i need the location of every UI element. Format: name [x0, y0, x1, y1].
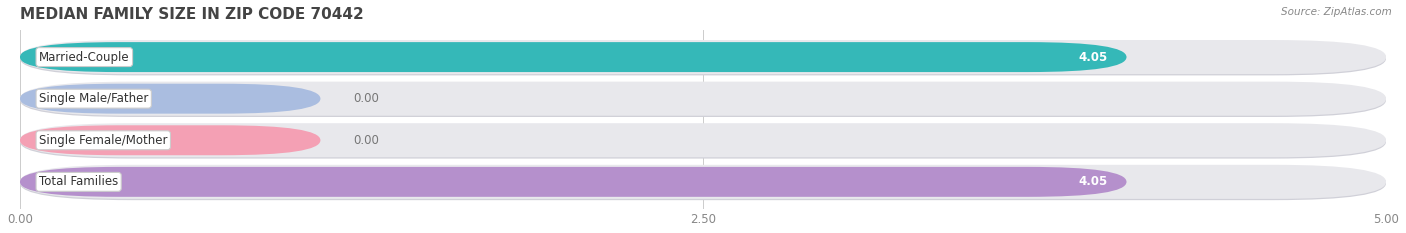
FancyBboxPatch shape	[20, 40, 1386, 74]
FancyBboxPatch shape	[20, 83, 1386, 117]
Text: Total Families: Total Families	[39, 175, 118, 188]
FancyBboxPatch shape	[20, 165, 1386, 199]
FancyBboxPatch shape	[20, 124, 1386, 159]
Text: 0.00: 0.00	[353, 92, 380, 105]
Text: Married-Couple: Married-Couple	[39, 51, 129, 64]
Text: 4.05: 4.05	[1078, 51, 1108, 64]
Text: 0.00: 0.00	[353, 134, 380, 147]
FancyBboxPatch shape	[20, 125, 321, 155]
FancyBboxPatch shape	[20, 123, 1386, 157]
FancyBboxPatch shape	[20, 82, 1386, 116]
FancyBboxPatch shape	[20, 166, 1386, 200]
FancyBboxPatch shape	[20, 167, 1126, 197]
FancyBboxPatch shape	[20, 41, 1386, 75]
Text: Single Male/Father: Single Male/Father	[39, 92, 149, 105]
Text: Single Female/Mother: Single Female/Mother	[39, 134, 167, 147]
Text: MEDIAN FAMILY SIZE IN ZIP CODE 70442: MEDIAN FAMILY SIZE IN ZIP CODE 70442	[20, 7, 364, 22]
FancyBboxPatch shape	[20, 84, 321, 114]
FancyBboxPatch shape	[20, 42, 1126, 72]
Text: 4.05: 4.05	[1078, 175, 1108, 188]
Text: Source: ZipAtlas.com: Source: ZipAtlas.com	[1281, 7, 1392, 17]
